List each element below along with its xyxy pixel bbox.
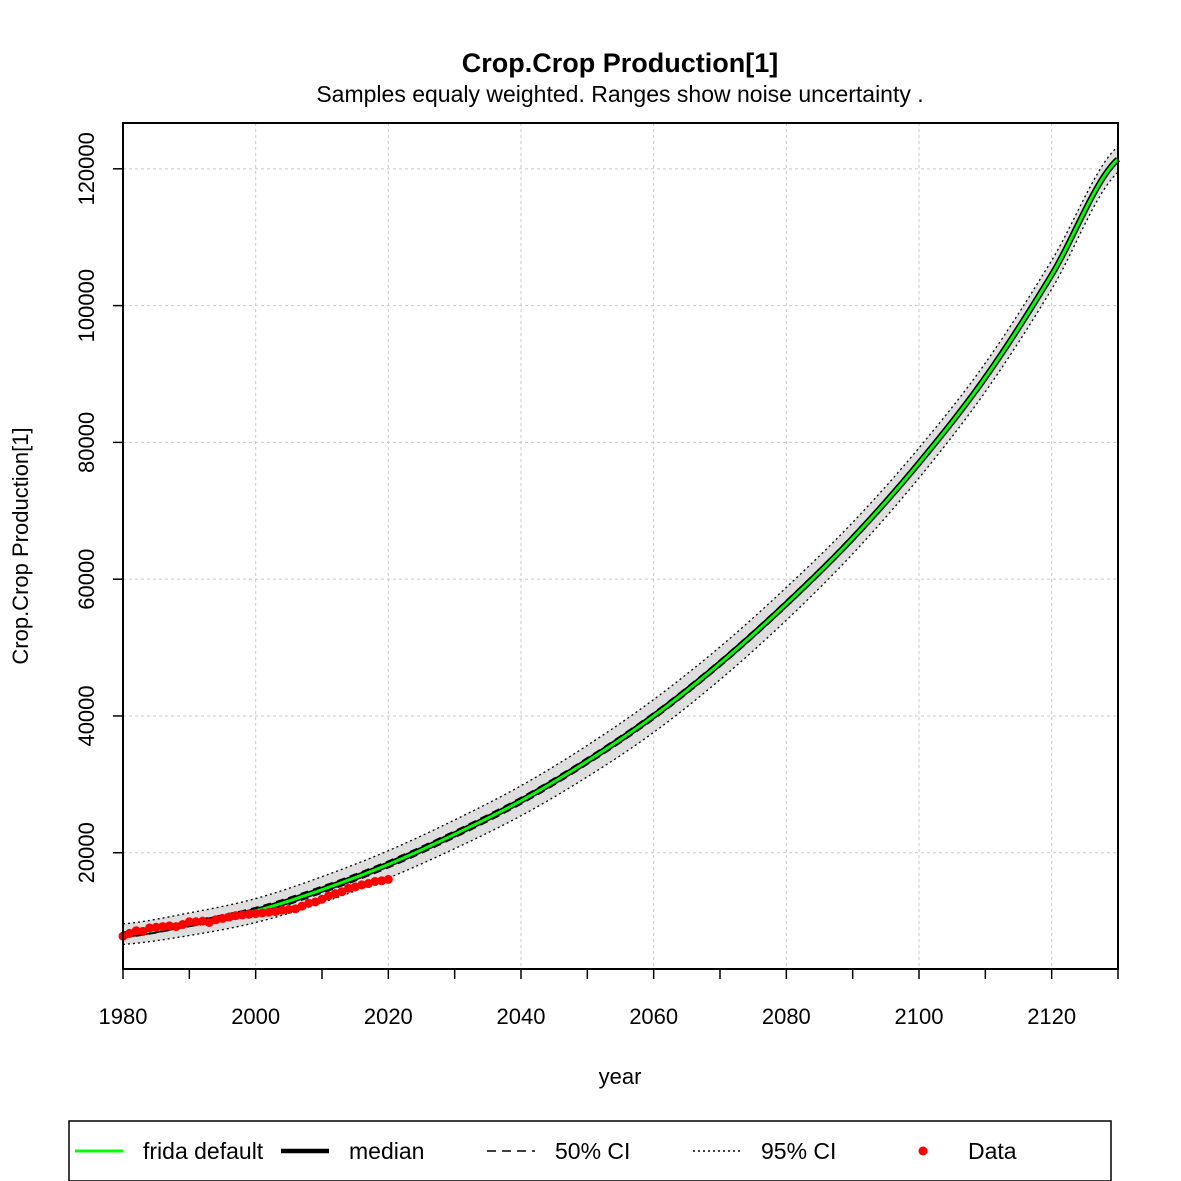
- legend: frida default median 50% CI 95% CI Data: [68, 1120, 1112, 1181]
- legend-swatch-data: [918, 1146, 928, 1156]
- chart-title: Crop.Crop Production[1]: [462, 48, 778, 78]
- x-axis-label: year: [599, 1064, 642, 1089]
- data-point-2020: [383, 874, 393, 884]
- y-tick-label-40000: 40000: [74, 685, 99, 746]
- y-axis-label: Crop.Crop Production[1]: [8, 427, 33, 664]
- data-point-2000: [251, 909, 261, 919]
- data-point-1986: [158, 922, 168, 932]
- legend-label-95-ci: 95% CI: [761, 1138, 836, 1164]
- data-points: [118, 874, 393, 941]
- y-axis: 20000 40000 60000 80000 100000 120000: [74, 132, 123, 883]
- x-tick-label-1980: 1980: [99, 1004, 148, 1029]
- data-point-2010: [317, 894, 327, 904]
- data-point-1990: [184, 917, 194, 927]
- data-point-1983: [138, 926, 148, 936]
- data-point-1999: [244, 909, 254, 919]
- ci-95-band: [123, 146, 1118, 945]
- data-point-2005: [284, 904, 294, 914]
- ci-95-lower-line: [122, 171, 1119, 946]
- legend-label-frida-default: frida default: [143, 1138, 264, 1164]
- x-tick-label-2040: 2040: [497, 1004, 546, 1029]
- y-tick-label-80000: 80000: [74, 412, 99, 473]
- data-point-2001: [257, 908, 267, 918]
- x-tick-label-2000: 2000: [231, 1004, 280, 1029]
- series-lines: [122, 145, 1121, 946]
- y-tick-label-60000: 60000: [74, 549, 99, 610]
- data-point-1991: [191, 917, 201, 927]
- data-point-2002: [264, 907, 274, 917]
- legend-label-median: median: [349, 1138, 424, 1164]
- ci-50-upper-line: [122, 155, 1119, 933]
- data-point-2004: [277, 905, 287, 915]
- x-axis: 1980 2000 2020 2040 2060 2080 2100 2120: [99, 969, 1119, 1029]
- data-point-1997: [231, 911, 241, 921]
- legend-label-data: Data: [968, 1138, 1017, 1164]
- median-line: [122, 157, 1121, 938]
- data-point-1998: [237, 910, 247, 920]
- x-tick-label-2060: 2060: [629, 1004, 678, 1029]
- x-tick-label-2020: 2020: [364, 1004, 413, 1029]
- data-point-2018: [370, 876, 380, 886]
- data-point-1987: [164, 921, 174, 931]
- y-tick-label-120000: 120000: [74, 132, 99, 205]
- x-tick-label-2120: 2120: [1027, 1004, 1076, 1029]
- ci-95-upper-line: [122, 145, 1119, 925]
- legend-box: [68, 1120, 1112, 1181]
- data-point-1982: [131, 926, 141, 936]
- x-tick-label-2080: 2080: [762, 1004, 811, 1029]
- data-point-1985: [151, 922, 161, 932]
- chart-subtitle: Samples equaly weighted. Ranges show noi…: [316, 81, 923, 107]
- frida-default-line: [122, 158, 1120, 937]
- y-tick-label-20000: 20000: [74, 822, 99, 883]
- x-tick-label-2100: 2100: [895, 1004, 944, 1029]
- ci-50-lower-line: [122, 162, 1119, 939]
- data-point-2013: [337, 887, 347, 897]
- grid-lines: [122, 123, 1118, 969]
- ci-95-fill: [123, 146, 1118, 945]
- y-tick-label-100000: 100000: [74, 269, 99, 342]
- plot-frame: [122, 122, 1119, 970]
- legend-label-50-ci: 50% CI: [555, 1138, 630, 1164]
- data-point-1984: [145, 923, 155, 933]
